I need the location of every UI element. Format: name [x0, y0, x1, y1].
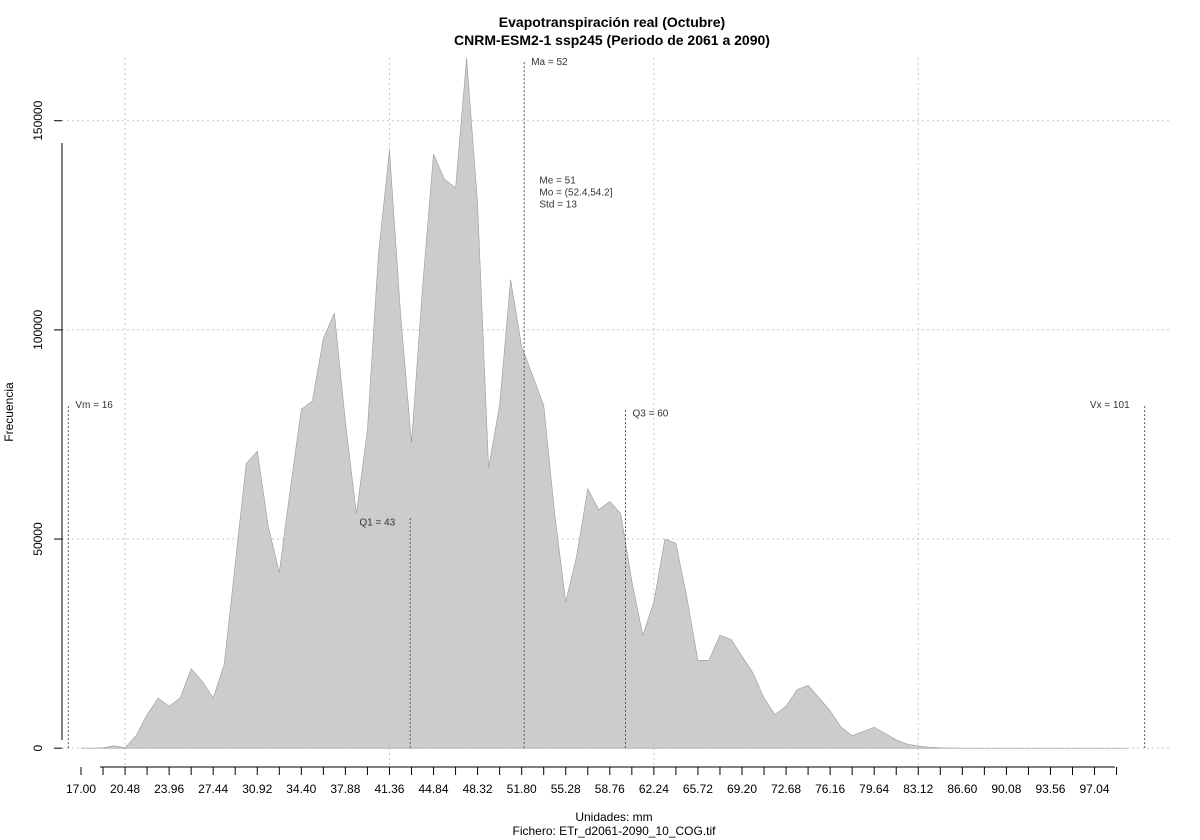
x-tick-label-19: 83.12 [903, 782, 933, 796]
x-tick-label-12: 58.76 [595, 782, 625, 796]
x-tick-label-11: 55.28 [551, 782, 581, 796]
x-tick-label-0: 17.00 [66, 782, 96, 796]
stat-label-0: Vm = 16 [75, 400, 113, 411]
file-caption: Fichero: ETr_d2061-2090_10_COG.tif [513, 824, 717, 838]
stats-line-2: Std = 13 [539, 199, 577, 210]
x-tick-label-10: 51.80 [507, 782, 537, 796]
x-tick-label-9: 48.32 [463, 782, 493, 796]
x-axis-label: Unidades: mm [575, 810, 652, 824]
x-tick-label-20: 86.60 [947, 782, 977, 796]
area-series [81, 57, 1128, 749]
x-tick-label-5: 34.40 [286, 782, 316, 796]
x-tick-label-17: 76.16 [815, 782, 845, 796]
x-tick-label-2: 23.96 [154, 782, 184, 796]
x-tick-label-14: 65.72 [683, 782, 713, 796]
y-axis: 0 50000 100000 150000 [31, 100, 63, 752]
stats-line-1: Mo = (52.4,54.2] [539, 187, 612, 198]
x-tick-label-22: 93.56 [1035, 782, 1065, 796]
x-tick-label-13: 62.24 [639, 782, 669, 796]
y-tick-label-3: 150000 [31, 100, 45, 140]
area-series-0 [81, 57, 1128, 749]
x-tick-label-16: 72.68 [771, 782, 801, 796]
x-tick-label-23: 97.04 [1080, 782, 1110, 796]
stat-label-3: Q3 = 60 [632, 409, 668, 420]
x-axis: 17.00 20.48 23.96 27.44 30.92 34.40 37.88 41.36… [66, 766, 1118, 796]
chart-subtitle: CNRM-ESM2-1 ssp245 (Periodo de 2061 a 20… [454, 32, 770, 48]
stat-label-1: Q1 = 43 [359, 517, 395, 528]
y-tick-label-0: 0 [31, 745, 45, 752]
x-tick-label-18: 79.64 [859, 782, 889, 796]
y-tick-label-1: 50000 [31, 522, 45, 556]
x-tick-label-4: 30.92 [242, 782, 272, 796]
stat-label-4: Vx = 101 [1090, 400, 1130, 411]
stats-line-0: Me = 51 [539, 175, 576, 186]
x-tick-label-15: 69.20 [727, 782, 757, 796]
x-tick-label-8: 44.84 [419, 782, 449, 796]
y-tick-label-2: 100000 [31, 310, 45, 350]
x-tick-label-1: 20.48 [110, 782, 140, 796]
stat-markers: Vm = 16 Q1 = 43 Ma = 52 Q3 = 60 Vx = 101 [67, 57, 1146, 749]
chart-title: Evapotranspiración real (Octubre) [499, 14, 725, 30]
x-tick-label-6: 37.88 [330, 782, 360, 796]
x-tick-label-3: 27.44 [198, 782, 228, 796]
stat-label-2: Ma = 52 [531, 57, 568, 68]
x-tick-label-7: 41.36 [374, 782, 404, 796]
y-axis-label: Frecuencia [2, 382, 16, 442]
x-tick-label-21: 90.08 [991, 782, 1021, 796]
